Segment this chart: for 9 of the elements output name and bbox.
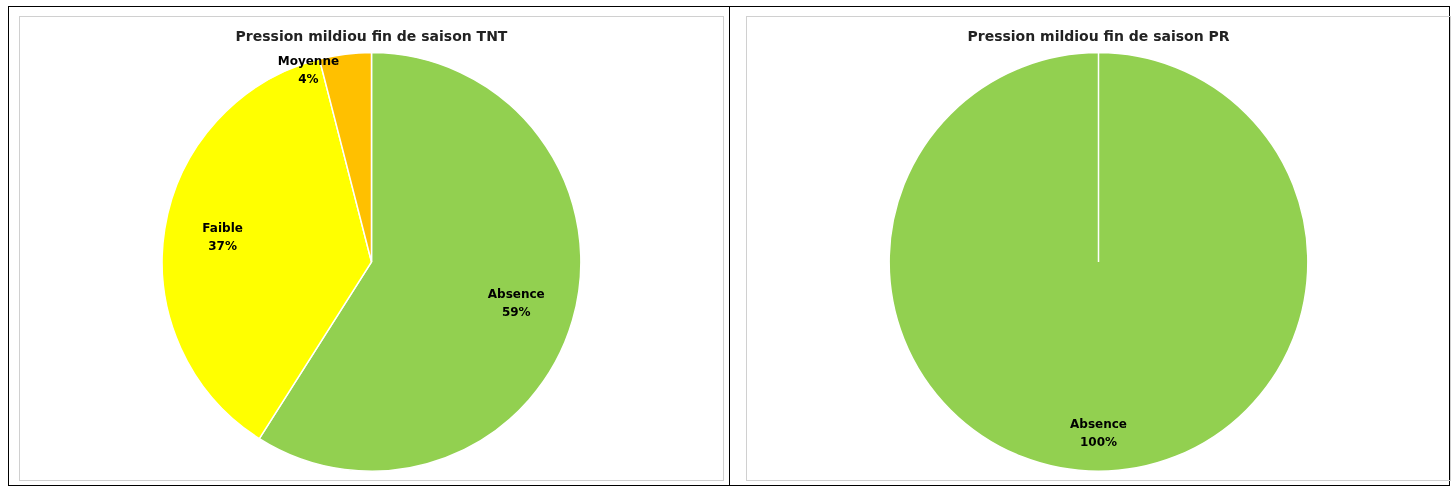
data-label: 37% [208,239,237,254]
chart-title: Pression mildiou fin de saison TNT [235,28,508,45]
data-label: 100% [1079,434,1117,449]
data-label: 59% [501,305,531,320]
data-label: 4% [298,72,319,87]
chart-title: Pression mildiou fin de saison PR [966,28,1230,45]
slice-label: Absence [487,287,545,302]
slice-label: Absence [1069,416,1127,431]
slice-label: Faible [202,221,243,236]
